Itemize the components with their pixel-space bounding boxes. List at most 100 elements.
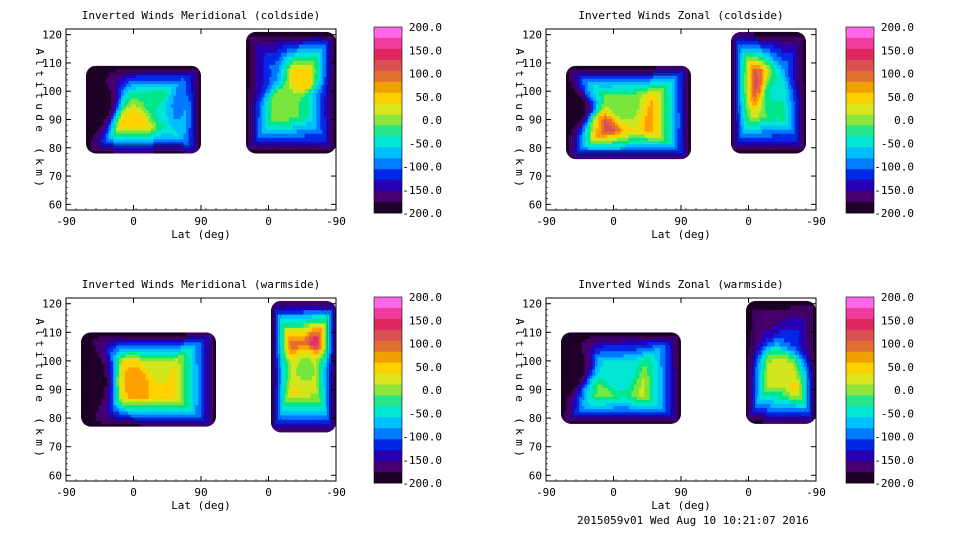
- y-axis-label-char: m: [33, 169, 46, 176]
- y-axis-label-char: (: [33, 147, 46, 154]
- contour-line: [252, 38, 330, 148]
- colorbar-swatch: [846, 103, 874, 115]
- colorbar-swatch: [374, 362, 402, 374]
- colorbar-swatch: [846, 362, 874, 374]
- colorbar-swatch: [846, 147, 874, 159]
- colorbar-tick-label: -200.0: [874, 477, 914, 490]
- contour-line: [569, 340, 673, 416]
- colorbar-swatch: [374, 202, 402, 214]
- y-axis-label-char: u: [33, 103, 46, 110]
- colorbar-swatch: [374, 114, 402, 126]
- colorbar-swatch: [846, 92, 874, 104]
- y-tick-label: 120: [42, 298, 62, 311]
- y-axis-label-char: e: [33, 125, 46, 132]
- contour-line: [572, 72, 685, 153]
- y-axis-label-char: i: [513, 81, 526, 88]
- contour-line: [279, 309, 328, 424]
- y-tick-label: 70: [49, 441, 62, 454]
- colorbar-swatch: [374, 472, 402, 484]
- contour-line: [567, 338, 675, 418]
- y-axis-label-char: d: [33, 384, 46, 391]
- y-tick-label: 90: [529, 384, 542, 397]
- x-tick-label: 90: [194, 486, 207, 499]
- contour-line: [567, 67, 690, 158]
- y-tick-label: 110: [42, 57, 62, 70]
- y-axis-label-char: ): [513, 180, 526, 187]
- y-tick-label: 90: [49, 384, 62, 397]
- colorbar-swatch: [374, 384, 402, 396]
- colorbar-tick-label: -100.0: [874, 161, 914, 174]
- y-axis-label-char: t: [513, 340, 526, 347]
- y-tick-label: 120: [42, 29, 62, 42]
- colorbar-swatch: [374, 59, 402, 72]
- colorbar-swatch: [846, 297, 874, 309]
- y-tick-label: 90: [49, 114, 62, 127]
- y-axis-label-char: e: [513, 395, 526, 402]
- panel-1: Inverted Winds Meridional (coldside) 60 70…: [33, 9, 442, 241]
- y-tick-label: 110: [42, 326, 62, 339]
- y-tick-label: 100: [522, 355, 542, 368]
- y-axis-label-char: i: [513, 351, 526, 358]
- colorbar-swatch: [846, 202, 874, 214]
- y-axis-label-char: m: [513, 169, 526, 176]
- y-tick-label: 80: [529, 142, 542, 155]
- y-axis-label-char: k: [513, 158, 526, 165]
- y-axis-label-char: i: [33, 351, 46, 358]
- y-axis-label-char: m: [513, 439, 526, 446]
- panel-title: Inverted Winds Meridional (warmside): [82, 278, 320, 291]
- colorbar-swatch: [846, 180, 874, 192]
- contour-line: [570, 69, 687, 155]
- y-axis-label-char: k: [513, 428, 526, 435]
- colorbar-swatch: [374, 395, 402, 407]
- colorbar-tick-label: -50.0: [881, 137, 914, 150]
- colorbar-swatch: [846, 48, 874, 61]
- x-tick-label: -90: [536, 486, 556, 499]
- colorbar-swatch: [846, 373, 874, 385]
- colorbar-tick-label: 100.0: [881, 338, 914, 351]
- colorbar-tick-label: 0.0: [894, 114, 914, 127]
- panel-title: Inverted Winds Meridional (coldside): [82, 9, 320, 22]
- colorbar-tick-label: -200.0: [402, 207, 442, 220]
- colorbar-tick-label: 0.0: [422, 384, 442, 397]
- contour-line: [85, 336, 212, 423]
- colorbar-tick-label: -150.0: [402, 184, 442, 197]
- y-tick-label: 80: [529, 412, 542, 425]
- x-tick-label: -90: [536, 215, 556, 228]
- colorbar: 200.0 150.0 100.0 50.0 0.0 -50.0 -100.0 -150.0 -…: [373, 21, 442, 220]
- colorbar-swatch: [846, 395, 874, 407]
- x-tick-label: -90: [326, 215, 346, 228]
- contour-line: [732, 33, 805, 152]
- y-axis-label-char: u: [513, 373, 526, 380]
- footer-timestamp: 2015059v01 Wed Aug 10 10:21:07 2016: [577, 514, 809, 527]
- colorbar-swatch: [374, 428, 402, 440]
- colorbar-swatch: [846, 37, 874, 50]
- panel-4: Inverted Winds Zonal (warmside) 60 70 80 90 1…: [513, 278, 914, 512]
- colorbar-tick-label: 100.0: [881, 68, 914, 81]
- colorbar-swatch: [846, 450, 874, 462]
- colorbar-swatch: [374, 70, 402, 83]
- colorbar-swatch: [374, 180, 402, 192]
- colorbar-tick-label: 200.0: [409, 21, 442, 34]
- colorbar-tick-label: -200.0: [402, 477, 442, 490]
- colorbar-swatch: [846, 329, 874, 342]
- colorbar-tick-label: -200.0: [874, 207, 914, 220]
- x-axis-label: Lat (deg): [651, 499, 711, 512]
- contour-line: [90, 69, 197, 150]
- x-tick-label: 90: [674, 215, 687, 228]
- contour-line: [737, 38, 800, 148]
- colorbar-swatch: [374, 27, 402, 39]
- colorbar-tick-label: -50.0: [409, 407, 442, 420]
- colorbar-tick-label: -50.0: [409, 137, 442, 150]
- y-tick-label: 120: [522, 29, 542, 42]
- contour-line: [574, 74, 683, 151]
- y-axis-label-char: m: [33, 439, 46, 446]
- y-tick-label: 90: [529, 114, 542, 127]
- y-axis-label-char: (: [513, 417, 526, 424]
- colorbar-swatch: [846, 307, 874, 320]
- colorbar-swatch: [374, 125, 402, 137]
- y-axis-label-char: t: [33, 362, 46, 369]
- x-tick-label: -90: [56, 486, 76, 499]
- colorbar-swatch: [846, 406, 874, 418]
